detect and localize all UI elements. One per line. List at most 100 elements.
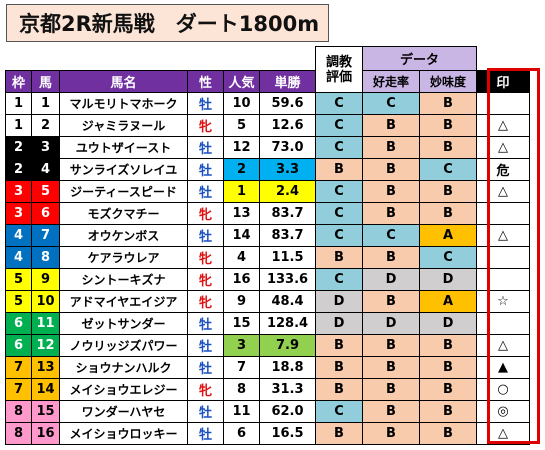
speed-grade-cell: B [362, 356, 420, 379]
table-row: 4 8 ケアラウレア牝 4 11.5 B B C [5, 246, 530, 269]
appeal-grade-cell: B [419, 422, 477, 445]
horse-name-cell: ジーティースピード [59, 180, 188, 203]
uma-cell: 5 [31, 180, 60, 203]
header-eval-top: 調教 [325, 54, 352, 70]
uma-cell: 3 [31, 136, 60, 159]
odds-cell: 2.4 [259, 180, 316, 203]
header-appeal: 妙味度 [419, 70, 477, 93]
appeal-grade-cell: B [419, 378, 477, 401]
appeal-grade-cell: B [419, 202, 477, 225]
eval-grade-cell: B [315, 422, 363, 445]
popularity-cell: 5 [223, 114, 260, 137]
table-row: 8 15 ワンダーハヤセ牡 11 62.0 C B B ◎ [5, 400, 530, 423]
uma-cell: 11 [31, 312, 60, 335]
popularity-cell: 7 [223, 356, 260, 379]
popularity-cell: 14 [223, 224, 260, 247]
speed-grade-cell: B [362, 202, 420, 225]
mark-cell [476, 202, 530, 225]
popularity-cell: 2 [223, 158, 260, 181]
appeal-grade-cell: C [419, 246, 477, 269]
mark-cell [476, 92, 530, 115]
waku-cell: 7 [5, 378, 32, 401]
header-spacer [5, 46, 316, 71]
popularity-cell: 11 [223, 400, 260, 423]
sex-cell: 牝 [187, 290, 224, 313]
appeal-grade-cell: B [419, 114, 477, 137]
horse-name-cell: ケアラウレア [59, 246, 188, 269]
uma-cell: 16 [31, 422, 60, 445]
odds-cell: 83.7 [259, 202, 316, 225]
eval-grade-cell: C [315, 202, 363, 225]
waku-cell: 3 [5, 180, 32, 203]
horse-name-cell: ワンダーハヤセ [59, 400, 188, 423]
horse-name-cell: オウケンボス [59, 224, 188, 247]
speed-grade-cell: B [362, 246, 420, 269]
eval-grade-cell: D [315, 290, 363, 313]
sex-cell: 牡 [187, 312, 224, 335]
waku-cell: 2 [5, 158, 32, 181]
waku-cell: 1 [5, 114, 32, 137]
uma-cell: 10 [31, 290, 60, 313]
header-waku: 枠 [5, 70, 32, 93]
odds-cell: 128.4 [259, 312, 316, 335]
sex-cell: 牡 [187, 356, 224, 379]
eval-grade-cell: B [315, 246, 363, 269]
appeal-grade-cell: B [419, 180, 477, 203]
header-mark: 印 [476, 70, 530, 93]
odds-cell: 7.9 [259, 334, 316, 357]
horse-name-cell: ゼットサンダー [59, 312, 188, 335]
eval-grade-cell: B [315, 158, 363, 181]
speed-grade-cell: B [362, 290, 420, 313]
table-row: 8 16 メイショウロッキー牡 6 16.5 B B B △ [5, 422, 530, 445]
table-row: 7 13 ショウナンハルク牡 7 18.8 B B B ▲ [5, 356, 530, 379]
waku-cell: 6 [5, 334, 32, 357]
speed-grade-cell: C [362, 224, 420, 247]
sex-cell: 牝 [187, 378, 224, 401]
speed-grade-cell: B [362, 158, 420, 181]
waku-cell: 4 [5, 224, 32, 247]
mark-cell: ◎ [476, 400, 530, 423]
speed-grade-cell: C [362, 92, 420, 115]
popularity-cell: 8 [223, 378, 260, 401]
waku-cell: 8 [5, 422, 32, 445]
table-row: 1 1 マルモリトマホーク牡 10 59.6 C C B [5, 92, 530, 115]
waku-cell: 5 [5, 290, 32, 313]
speed-grade-cell: B [362, 136, 420, 159]
header-odds: 単勝 [259, 70, 316, 93]
mark-cell: △ [476, 136, 530, 159]
sex-cell: 牡 [187, 92, 224, 115]
popularity-cell: 1 [223, 180, 260, 203]
header-eval-bottom: 評価 [325, 69, 352, 85]
popularity-cell: 12 [223, 136, 260, 159]
popularity-cell: 15 [223, 312, 260, 335]
mark-cell: 危 [476, 158, 530, 181]
table-row: 2 4 サンライズソレイユ牡 2 3.3 B B C 危 [5, 158, 530, 181]
odds-cell: 133.6 [259, 268, 316, 291]
waku-cell: 7 [5, 356, 32, 379]
odds-cell: 12.6 [259, 114, 316, 137]
horse-name-cell: メイショウエレジー [59, 378, 188, 401]
appeal-grade-cell: B [419, 334, 477, 357]
race-table: 調教 評価 データ 枠 馬 馬名 性 人気 単勝 好走率 妙味度 印 1 1 マルモ… [5, 46, 530, 445]
odds-cell: 83.7 [259, 224, 316, 247]
header-data-group: データ [362, 46, 477, 71]
speed-grade-cell: D [362, 268, 420, 291]
uma-cell: 4 [31, 158, 60, 181]
horse-name-cell: アドマイヤエイジア [59, 290, 188, 313]
eval-grade-cell: C [315, 268, 363, 291]
sex-cell: 牡 [187, 224, 224, 247]
appeal-grade-cell: C [419, 158, 477, 181]
mark-cell: ▲ [476, 356, 530, 379]
waku-cell: 8 [5, 400, 32, 423]
waku-cell: 6 [5, 312, 32, 335]
mark-cell: ○ [476, 378, 530, 401]
header-sex: 性 [187, 70, 224, 93]
waku-cell: 4 [5, 246, 32, 269]
header-uma: 馬 [31, 70, 60, 93]
popularity-cell: 16 [223, 268, 260, 291]
eval-grade-cell: B [315, 356, 363, 379]
speed-grade-cell: B [362, 422, 420, 445]
sex-cell: 牡 [187, 136, 224, 159]
eval-grade-cell: C [315, 400, 363, 423]
table-row: 4 7 オウケンボス牡 14 83.7 C C A △ [5, 224, 530, 247]
